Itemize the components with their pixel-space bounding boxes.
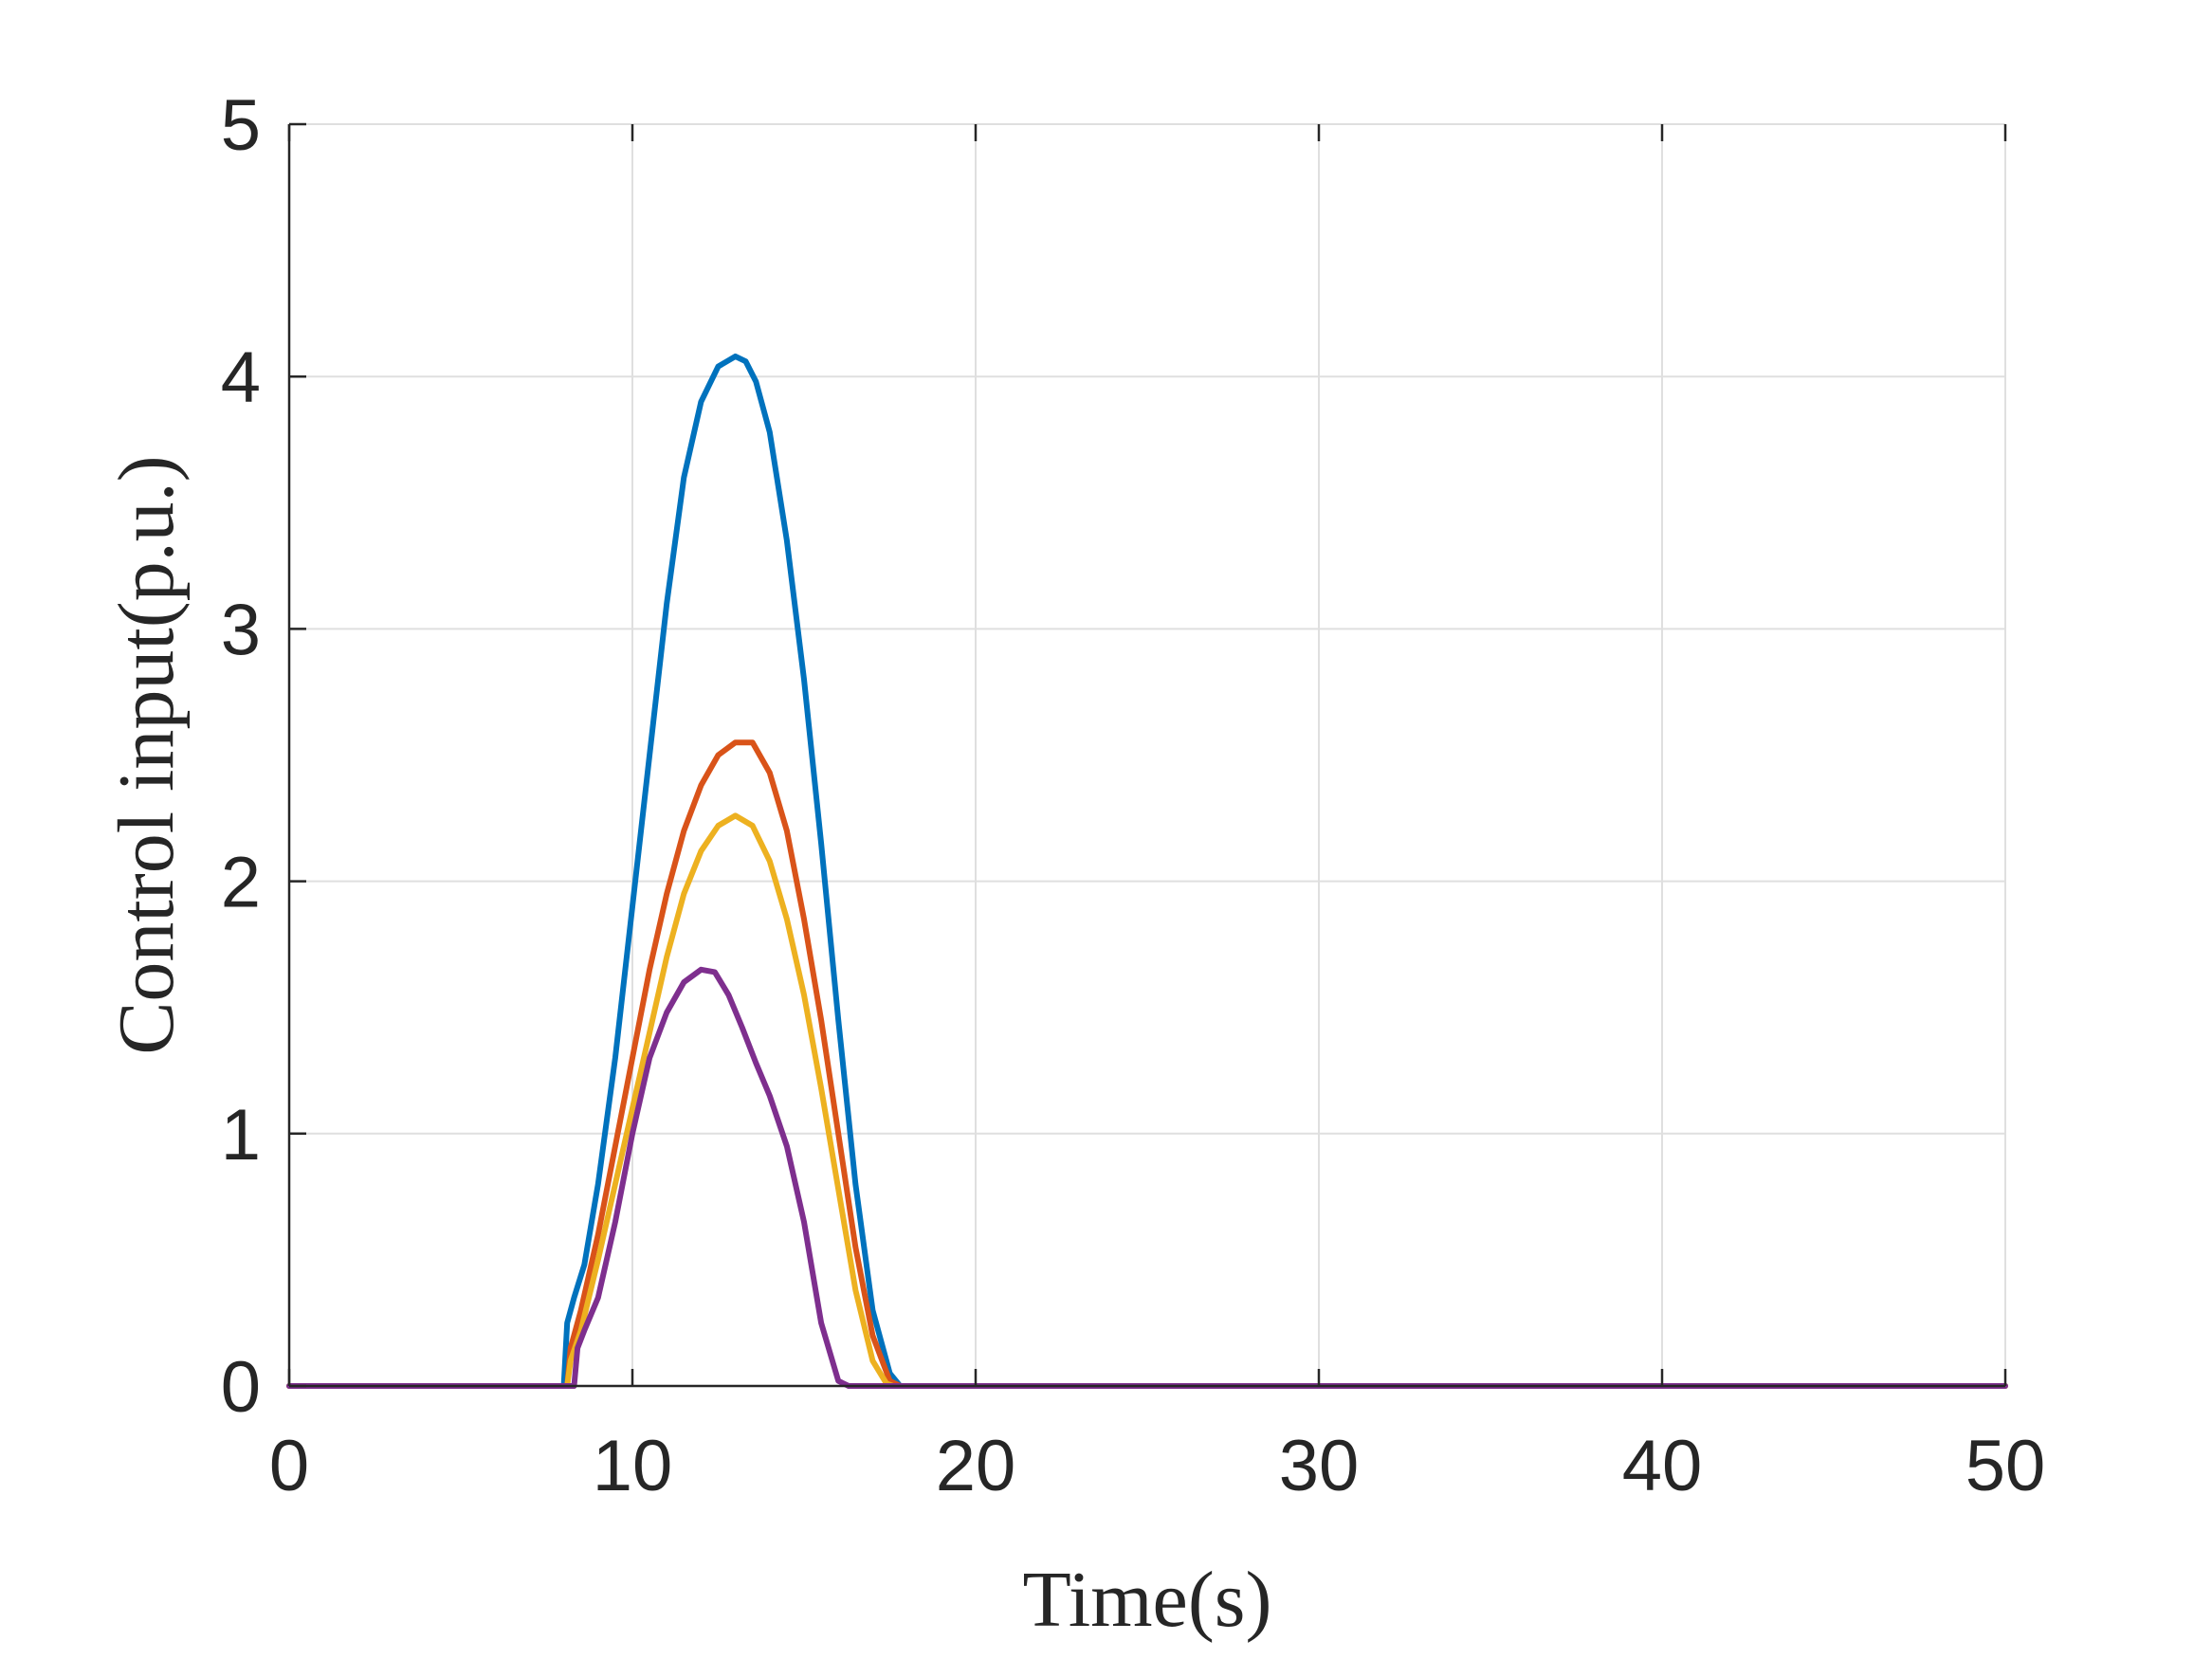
y-tick-label: 0: [221, 1347, 261, 1428]
y-tick-label: 3: [221, 590, 261, 670]
x-tick-label: 10: [593, 1426, 673, 1506]
x-axis-label: Time(s): [1023, 1556, 1272, 1644]
series-line-3: [286, 812, 2008, 1389]
grid: [288, 123, 2006, 1387]
tick-labels: 0 10 20 30 40 50 0 1 2 3 4 5: [221, 85, 2046, 1506]
y-tick-label: 5: [221, 85, 261, 166]
axes: [287, 122, 2007, 1388]
y-tick-label: 2: [221, 843, 261, 923]
x-tick-label: 20: [936, 1426, 1016, 1506]
x-tick-label: 50: [1965, 1426, 2046, 1506]
y-axis-label: Control input(p.u.): [102, 455, 191, 1054]
series-line-4: [286, 966, 2008, 1389]
x-tick-label: 30: [1279, 1426, 1360, 1506]
series-group: [286, 353, 2008, 1389]
y-tick-label: 1: [221, 1095, 261, 1176]
series-line-2: [286, 739, 2008, 1389]
y-tick-label: 4: [221, 337, 261, 418]
plot-area: [289, 124, 2005, 1386]
series-line-1: [286, 353, 2008, 1389]
x-tick-label: 40: [1622, 1426, 1703, 1506]
x-tick-label: 0: [269, 1426, 309, 1506]
